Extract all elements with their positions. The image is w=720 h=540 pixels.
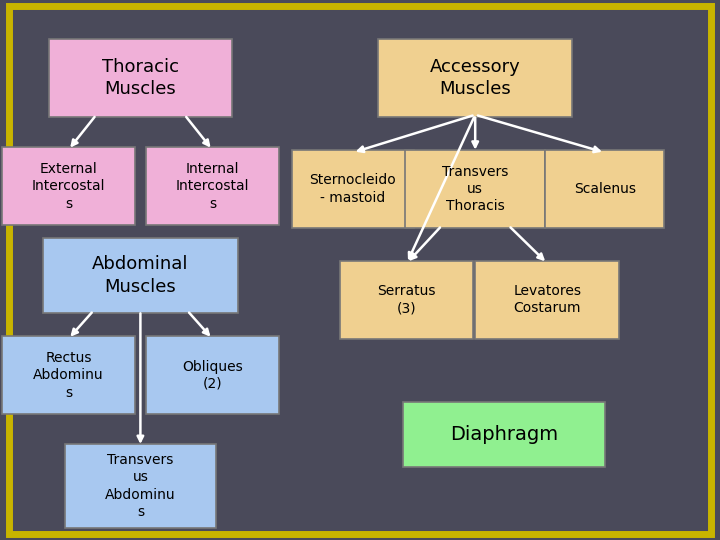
FancyBboxPatch shape [65, 444, 216, 528]
Text: Obliques
(2): Obliques (2) [182, 360, 243, 391]
FancyBboxPatch shape [340, 260, 474, 339]
Text: Abdominal
Muscles: Abdominal Muscles [92, 255, 189, 295]
Text: Internal
Intercostal
s: Internal Intercostal s [176, 162, 249, 211]
Text: Transvers
us
Abdominu
s: Transvers us Abdominu s [105, 453, 176, 519]
FancyBboxPatch shape [49, 39, 232, 117]
FancyBboxPatch shape [43, 238, 238, 313]
Text: Scalenus: Scalenus [574, 182, 636, 196]
Text: Transvers
us
Thoracis: Transvers us Thoracis [442, 165, 508, 213]
FancyBboxPatch shape [2, 336, 135, 415]
Text: External
Intercostal
s: External Intercostal s [32, 162, 105, 211]
FancyBboxPatch shape [145, 147, 279, 226]
FancyBboxPatch shape [292, 150, 414, 228]
Text: Accessory
Muscles: Accessory Muscles [430, 58, 521, 98]
Text: Sternocleido
- mastoid: Sternocleido - mastoid [310, 173, 396, 205]
Text: Rectus
Abdominu
s: Rectus Abdominu s [33, 351, 104, 400]
Text: Levatores
Costarum: Levatores Costarum [513, 284, 581, 315]
FancyBboxPatch shape [405, 150, 546, 228]
Text: Thoracic
Muscles: Thoracic Muscles [102, 58, 179, 98]
FancyBboxPatch shape [145, 336, 279, 415]
Text: Diaphragm: Diaphragm [450, 425, 558, 444]
Text: Serratus
(3): Serratus (3) [377, 284, 436, 315]
FancyBboxPatch shape [403, 402, 605, 467]
FancyBboxPatch shape [2, 147, 135, 226]
FancyBboxPatch shape [378, 39, 572, 117]
FancyBboxPatch shape [546, 150, 665, 228]
FancyBboxPatch shape [475, 260, 619, 339]
